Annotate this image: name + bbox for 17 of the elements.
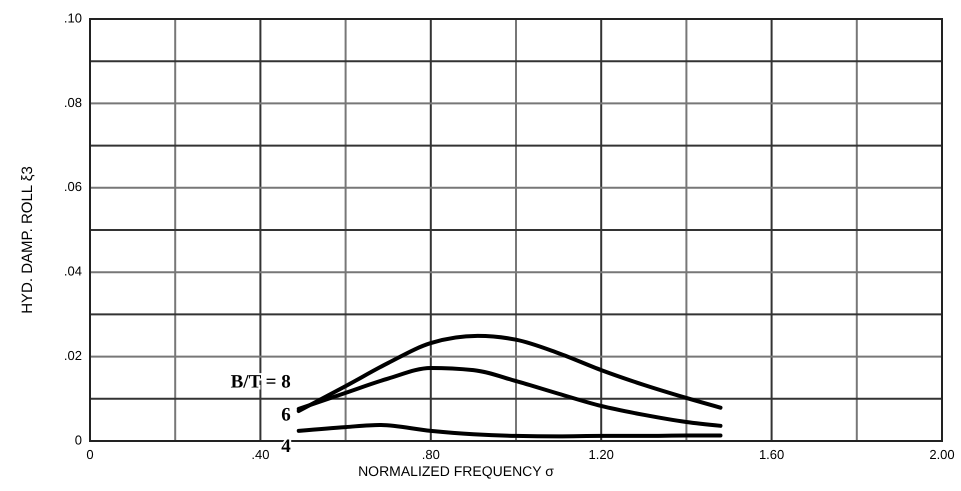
y-tick-label: 0 [74,432,82,448]
x-axis-title: NORMALIZED FREQUENCY σ [358,463,554,479]
y-tick-label: .10 [64,10,82,26]
x-tick-label: 1.20 [588,447,614,462]
x-tick-label: 2.00 [929,447,955,462]
y-tick-label: .06 [64,179,82,194]
y-tick-label: .04 [64,264,82,279]
x-tick-label: .80 [422,447,440,462]
x-tick-label: .40 [251,447,270,462]
y-axis-title: HYD. DAMP. ROLL ξ3 [19,166,36,314]
x-tick-label: 0 [86,447,94,462]
y-tick-label: .08 [64,94,82,110]
y-tick-label: .02 [64,348,82,364]
series-label: 6 [281,404,291,426]
line-series [296,422,722,438]
series-label: 4 [281,436,292,458]
x-tick-label: 1.60 [758,447,784,462]
